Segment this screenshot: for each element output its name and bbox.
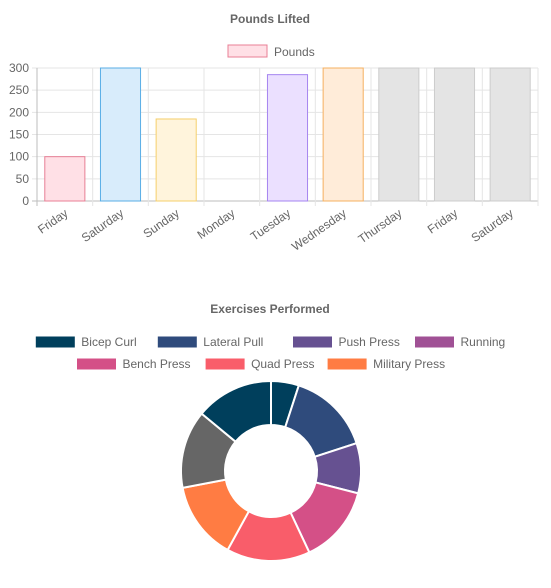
x-tick-label: Sunday — [141, 206, 182, 241]
x-tick-label: Saturday — [79, 206, 126, 245]
legend-swatch[interactable] — [156, 335, 198, 349]
legend-label-pounds: Pounds — [274, 45, 315, 59]
bar-y-axis: 0 50 100 150 200 250 300 — [9, 61, 29, 208]
bar[interactable] — [489, 67, 531, 202]
y-tick-label: 100 — [9, 150, 29, 164]
legend-swatch[interactable] — [34, 335, 76, 349]
legend-label: Running — [461, 335, 506, 349]
legend-swatch[interactable] — [414, 335, 455, 349]
bar-chart-legend: Pounds — [227, 44, 315, 59]
legend-label: Lateral Pull — [203, 335, 263, 349]
bar[interactable] — [155, 118, 197, 202]
legend-swatch[interactable] — [76, 357, 117, 371]
doughnut-legend: Bicep Curl Lateral Pull Push Press Running B… — [34, 335, 506, 371]
y-tick-label: 150 — [9, 128, 29, 142]
x-tick-label: Friday — [425, 206, 460, 237]
doughnut-slices — [180, 379, 362, 562]
bar[interactable] — [433, 67, 476, 202]
y-tick-label: 0 — [22, 194, 29, 208]
doughnut-slice[interactable] — [200, 379, 272, 444]
x-tick-label: Wednesday — [289, 206, 349, 254]
x-tick-label: Saturday — [469, 206, 516, 245]
bar[interactable] — [378, 67, 420, 202]
legend-swatch[interactable] — [292, 335, 333, 349]
legend-label: Push Press — [339, 335, 400, 349]
bar[interactable] — [99, 67, 142, 202]
bar[interactable] — [266, 74, 309, 202]
bar-x-axis: Friday Saturday Sunday Monday TuesdayWednesd… — [35, 206, 516, 254]
doughnut-chart-title: Exercises Performed — [210, 302, 329, 316]
legend-label: Quad Press — [251, 357, 314, 371]
legend-label: Bench Press — [123, 357, 191, 371]
x-tick-label: Monday — [195, 206, 238, 242]
y-tick-label: 50 — [16, 172, 30, 186]
doughnut-chart: Exercises Performed Bicep Curl Lateral Pu… — [34, 302, 506, 562]
bar[interactable] — [322, 67, 364, 202]
y-tick-label: 250 — [9, 83, 29, 97]
legend-label: Military Press — [373, 357, 445, 371]
legend-swatch[interactable] — [204, 357, 246, 371]
x-tick-label: Tuesday — [248, 206, 293, 244]
bar[interactable] — [44, 156, 86, 202]
legend-swatch-pounds[interactable] — [227, 44, 268, 58]
legend-swatch[interactable] — [326, 357, 368, 371]
x-tick-label: Friday — [35, 206, 70, 237]
y-tick-label: 200 — [9, 105, 29, 119]
bar-series — [44, 67, 531, 202]
legend-label: Bicep Curl — [81, 335, 136, 349]
y-tick-label: 300 — [9, 61, 29, 75]
bar-chart: Pounds Lifted Pounds 050100150200250300 … — [9, 12, 539, 254]
x-tick-label: Thursday — [356, 206, 405, 246]
bar-chart-title: Pounds Lifted — [230, 12, 310, 26]
